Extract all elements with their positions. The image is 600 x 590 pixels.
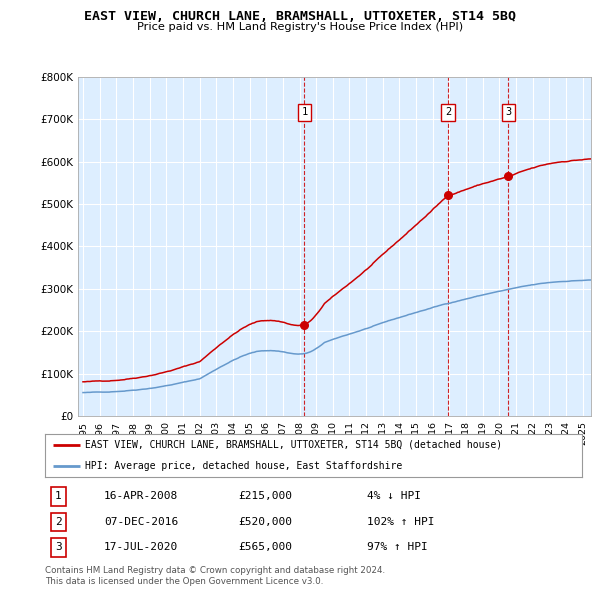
Text: HPI: Average price, detached house, East Staffordshire: HPI: Average price, detached house, East… bbox=[85, 461, 403, 471]
Text: 17-JUL-2020: 17-JUL-2020 bbox=[104, 542, 178, 552]
Text: 16-APR-2008: 16-APR-2008 bbox=[104, 491, 178, 502]
Text: 97% ↑ HPI: 97% ↑ HPI bbox=[367, 542, 428, 552]
Text: 4% ↓ HPI: 4% ↓ HPI bbox=[367, 491, 421, 502]
Text: 2: 2 bbox=[55, 517, 62, 527]
Text: 3: 3 bbox=[505, 107, 512, 117]
Text: 1: 1 bbox=[301, 107, 307, 117]
Text: EAST VIEW, CHURCH LANE, BRAMSHALL, UTTOXETER, ST14 5BQ (detached house): EAST VIEW, CHURCH LANE, BRAMSHALL, UTTOX… bbox=[85, 440, 502, 450]
Text: 3: 3 bbox=[55, 542, 62, 552]
Text: £565,000: £565,000 bbox=[238, 542, 292, 552]
Text: 2: 2 bbox=[445, 107, 451, 117]
Text: £520,000: £520,000 bbox=[238, 517, 292, 527]
Text: 102% ↑ HPI: 102% ↑ HPI bbox=[367, 517, 434, 527]
Text: EAST VIEW, CHURCH LANE, BRAMSHALL, UTTOXETER, ST14 5BQ: EAST VIEW, CHURCH LANE, BRAMSHALL, UTTOX… bbox=[84, 10, 516, 23]
Text: Price paid vs. HM Land Registry's House Price Index (HPI): Price paid vs. HM Land Registry's House … bbox=[137, 22, 463, 32]
Text: £215,000: £215,000 bbox=[238, 491, 292, 502]
Text: 07-DEC-2016: 07-DEC-2016 bbox=[104, 517, 178, 527]
Text: This data is licensed under the Open Government Licence v3.0.: This data is licensed under the Open Gov… bbox=[45, 577, 323, 586]
Text: 1: 1 bbox=[55, 491, 62, 502]
Text: Contains HM Land Registry data © Crown copyright and database right 2024.: Contains HM Land Registry data © Crown c… bbox=[45, 566, 385, 575]
